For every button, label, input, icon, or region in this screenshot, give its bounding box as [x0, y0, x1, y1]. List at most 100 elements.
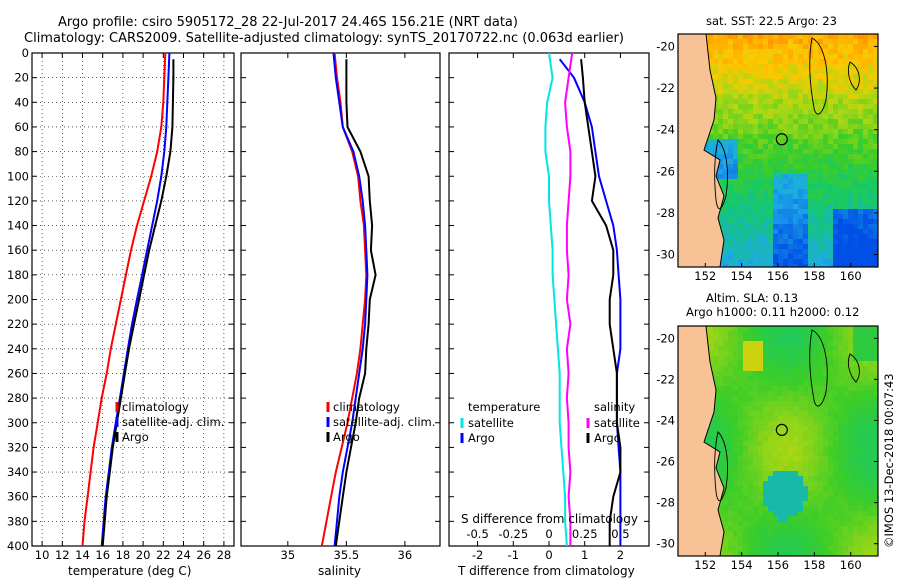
map-cell: [853, 511, 858, 516]
map-cell: [813, 446, 818, 451]
map-cell: [843, 436, 848, 441]
map-cell: [788, 516, 793, 521]
map-cell: [738, 49, 743, 54]
map-cell: [713, 426, 718, 431]
map-cell: [833, 249, 838, 254]
map-cell: [863, 391, 868, 396]
map-cell: [848, 174, 853, 179]
map-cell: [848, 396, 853, 401]
map-cell: [858, 254, 863, 259]
map-cell: [778, 164, 783, 169]
map-cell: [743, 104, 748, 109]
map-cell: [793, 431, 798, 436]
map-cell: [758, 179, 763, 184]
map-cell: [833, 361, 838, 366]
map-cell: [753, 371, 758, 376]
map-cell: [723, 476, 728, 481]
map-cell: [823, 169, 828, 174]
map-cell: [873, 239, 878, 244]
map-cell: [808, 139, 813, 144]
map-cell: [868, 446, 873, 451]
depth-tick-label: 220: [7, 317, 29, 331]
map-cell: [818, 501, 823, 506]
map-cell: [748, 401, 753, 406]
map-cell: [833, 44, 838, 49]
map-cell: [783, 169, 788, 174]
map-cell: [803, 139, 808, 144]
map-cell: [798, 346, 803, 351]
map-cell: [738, 406, 743, 411]
map-cell: [738, 249, 743, 254]
map-cell: [783, 99, 788, 104]
map-cell: [798, 431, 803, 436]
map-cell: [868, 336, 873, 341]
map-cell: [828, 134, 833, 139]
map-cell: [743, 204, 748, 209]
map-cell: [843, 471, 848, 476]
map-cell: [788, 536, 793, 541]
map-cell: [853, 204, 858, 209]
map-cell: [748, 551, 753, 556]
map-cell: [873, 244, 878, 249]
map-cell: [803, 506, 808, 511]
legend-label: climatology: [122, 400, 189, 414]
map-cell: [778, 84, 783, 89]
map-cell: [868, 219, 873, 224]
map-cell: [818, 139, 823, 144]
map-cell: [868, 149, 873, 154]
map-cell: [803, 169, 808, 174]
map-cell: [868, 416, 873, 421]
map-cell: [858, 164, 863, 169]
map-cell: [873, 461, 878, 466]
map-cell: [818, 119, 823, 124]
map-cell: [718, 104, 723, 109]
map-cell: [803, 331, 808, 336]
depth-tick-label: 20: [14, 71, 29, 85]
map-cell: [853, 39, 858, 44]
map-cell: [828, 99, 833, 104]
map-cell: [868, 44, 873, 49]
map-cell: [713, 84, 718, 89]
depth-tick-label: 160: [7, 243, 29, 257]
map-cell: [818, 401, 823, 406]
map-cell: [838, 124, 843, 129]
map-cell: [773, 371, 778, 376]
map-cell: [733, 391, 738, 396]
map-cell: [753, 59, 758, 64]
map-cell: [758, 526, 763, 531]
map-cell: [753, 476, 758, 481]
map-cell: [733, 144, 738, 149]
map-cell: [763, 386, 768, 391]
map-cell: [823, 214, 828, 219]
map-cell: [728, 259, 733, 264]
map-cell: [833, 234, 838, 239]
map-cell: [803, 411, 808, 416]
map-cell: [793, 184, 798, 189]
map-cell: [853, 119, 858, 124]
map-cell: [813, 396, 818, 401]
map-cell: [843, 396, 848, 401]
map-cell: [723, 214, 728, 219]
map-cell: [778, 351, 783, 356]
map-cell: [808, 506, 813, 511]
map-cell: [823, 209, 828, 214]
map-cell: [748, 44, 753, 49]
map-cell: [778, 154, 783, 159]
map-cell: [793, 401, 798, 406]
map-cell: [843, 461, 848, 466]
map-cell: [823, 476, 828, 481]
map-cell: [753, 506, 758, 511]
x-tick-label: 12: [55, 548, 70, 562]
map-cell: [738, 69, 743, 74]
map-cell: [828, 184, 833, 189]
map-cell: [753, 496, 758, 501]
map-cell: [838, 254, 843, 259]
map-cell: [863, 496, 868, 501]
map-cell: [753, 451, 758, 456]
map-cell: [753, 486, 758, 491]
map-cell: [838, 526, 843, 531]
map-cell: [873, 164, 878, 169]
map-cell: [788, 124, 793, 129]
map-cell: [838, 69, 843, 74]
map-cell: [738, 381, 743, 386]
